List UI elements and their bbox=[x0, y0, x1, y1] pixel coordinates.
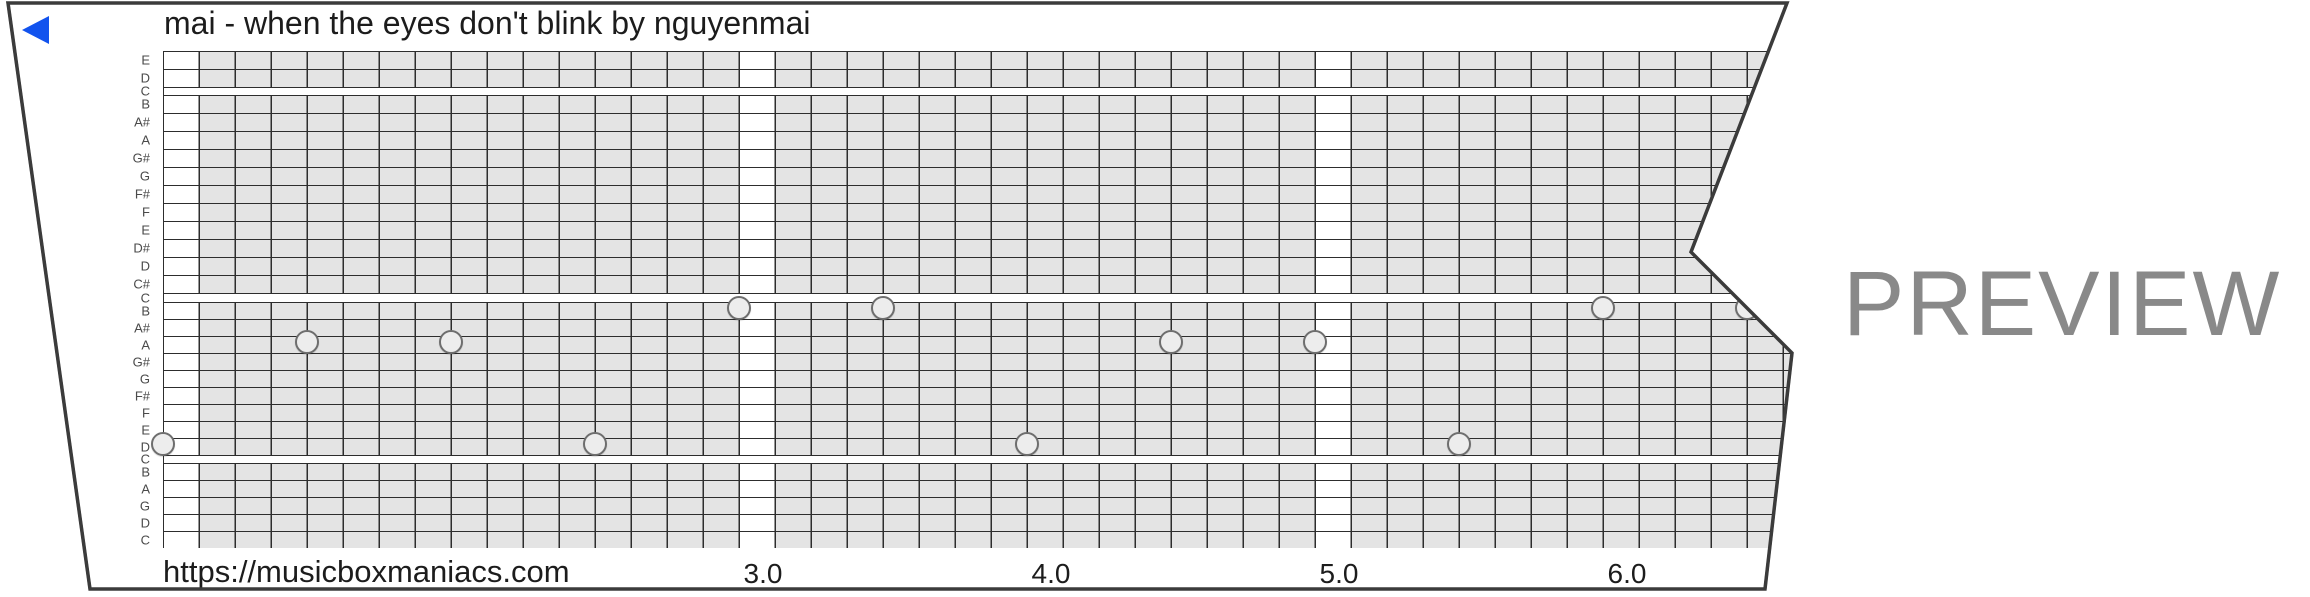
pitch-label: A bbox=[141, 338, 150, 351]
octave-gap-row bbox=[164, 455, 1834, 463]
preview-watermark: PREVIEW bbox=[1843, 252, 2281, 357]
pitch-label: D bbox=[141, 260, 150, 273]
beat-label: 6.0 bbox=[1608, 558, 1647, 590]
octave-gap-row bbox=[164, 87, 1834, 95]
note-row bbox=[164, 239, 1834, 257]
pitch-label: E bbox=[141, 224, 150, 237]
pitch-label: F bbox=[142, 206, 150, 219]
pitch-label: G bbox=[140, 372, 150, 385]
note-row bbox=[164, 257, 1834, 275]
note-row bbox=[164, 95, 1834, 113]
pitch-label: F bbox=[142, 406, 150, 419]
note-row bbox=[164, 421, 1834, 438]
note-row bbox=[164, 336, 1834, 353]
note-dot-B-beat-3.5[interactable] bbox=[871, 296, 895, 320]
note-row bbox=[164, 463, 1834, 480]
note-row bbox=[164, 185, 1834, 203]
pitch-label: E bbox=[141, 423, 150, 436]
note-dot-A-beat-2[interactable] bbox=[439, 330, 463, 354]
note-dot-B-beat-6[interactable] bbox=[1591, 296, 1615, 320]
note-dot-D-beat-1[interactable] bbox=[151, 432, 175, 456]
note-row bbox=[164, 387, 1834, 404]
note-row bbox=[164, 404, 1834, 421]
note-row bbox=[164, 149, 1834, 167]
note-row bbox=[164, 370, 1834, 387]
note-dot-B-beat-3[interactable] bbox=[727, 296, 751, 320]
pitch-label: D bbox=[141, 516, 150, 529]
pitch-label: G bbox=[140, 170, 150, 183]
note-dot-D-beat-4[interactable] bbox=[1015, 432, 1039, 456]
melody-title: mai - when the eyes don't blink by nguye… bbox=[164, 5, 810, 42]
pitch-label: F# bbox=[135, 389, 150, 402]
beat-label: 4.0 bbox=[1032, 558, 1071, 590]
note-row bbox=[164, 353, 1834, 370]
note-row bbox=[164, 302, 1834, 319]
pitch-label: G# bbox=[133, 355, 150, 368]
note-dot-A-beat-5[interactable] bbox=[1303, 330, 1327, 354]
note-row bbox=[164, 275, 1834, 293]
note-dot-B-beat-6.5[interactable] bbox=[1735, 296, 1759, 320]
note-dot-D-beat-2.5[interactable] bbox=[583, 432, 607, 456]
play-icon[interactable] bbox=[22, 16, 49, 44]
pitch-label: G# bbox=[133, 152, 150, 165]
site-url: https://musicboxmaniacs.com bbox=[163, 554, 570, 590]
pitch-label: B bbox=[141, 465, 150, 478]
note-dot-D-beat-5.5[interactable] bbox=[1447, 432, 1471, 456]
note-row bbox=[164, 51, 1834, 69]
note-row bbox=[164, 113, 1834, 131]
note-row bbox=[164, 480, 1834, 497]
pitch-label: B bbox=[141, 98, 150, 111]
note-grid bbox=[163, 51, 1834, 549]
beat-label: 5.0 bbox=[1320, 558, 1359, 590]
note-row bbox=[164, 497, 1834, 514]
beat-label: 3.0 bbox=[744, 558, 783, 590]
pitch-label: A# bbox=[134, 321, 150, 334]
pitch-label: A# bbox=[134, 116, 150, 129]
music-box-preview-card: mai - when the eyes don't blink by nguye… bbox=[0, 0, 2310, 597]
note-row bbox=[164, 514, 1834, 531]
pitch-label: C bbox=[141, 533, 150, 546]
note-row bbox=[164, 438, 1834, 455]
pitch-label: B bbox=[141, 304, 150, 317]
pitch-label-column: EDCBA#AG#GF#FED#DC#CBA#AG#GF#FEDCBAGDC bbox=[96, 51, 156, 548]
note-row bbox=[164, 203, 1834, 221]
note-dot-A-beat-1.5[interactable] bbox=[295, 330, 319, 354]
note-dot-A-beat-4.5[interactable] bbox=[1159, 330, 1183, 354]
octave-gap-row bbox=[164, 293, 1834, 302]
note-row bbox=[164, 221, 1834, 239]
pitch-label: A bbox=[141, 482, 150, 495]
note-row bbox=[164, 319, 1834, 336]
pitch-label: A bbox=[141, 134, 150, 147]
note-row bbox=[164, 69, 1834, 87]
note-row bbox=[164, 131, 1834, 149]
pitch-label: D# bbox=[133, 242, 150, 255]
note-row bbox=[164, 531, 1834, 548]
pitch-label: C# bbox=[133, 278, 150, 291]
pitch-label: F# bbox=[135, 188, 150, 201]
pitch-label: G bbox=[140, 499, 150, 512]
pitch-label: E bbox=[141, 54, 150, 67]
note-row bbox=[164, 167, 1834, 185]
